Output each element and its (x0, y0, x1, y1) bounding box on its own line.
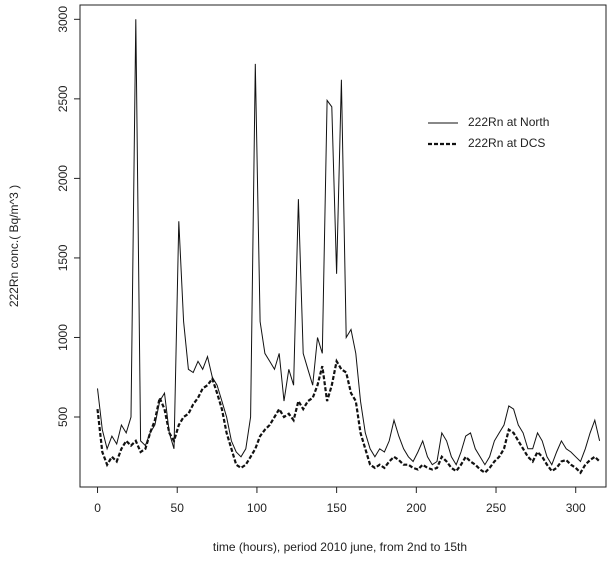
x-tick-label: 250 (486, 501, 506, 515)
x-tick-label: 200 (406, 501, 426, 515)
y-tick-label: 2000 (56, 165, 70, 192)
x-tick-label: 0 (94, 501, 101, 515)
x-tick-label: 150 (327, 501, 347, 515)
y-tick-label: 1500 (56, 244, 70, 271)
plot-frame (79, 4, 607, 488)
x-tick-label: 50 (171, 501, 185, 515)
y-tick-label: 500 (56, 407, 70, 427)
series-line (97, 19, 601, 466)
x-axis-label: time (hours), period 2010 june, from 2nd… (213, 540, 467, 554)
legend-label: 222Rn at North (468, 115, 549, 129)
y-axis-label: 222Rn conc.( Bq/m^3 ) (7, 185, 21, 307)
series-line (96, 358, 601, 475)
legend-label: 222Rn at DCS (468, 136, 545, 150)
y-tick-label: 1000 (56, 324, 70, 351)
x-tick-label: 100 (247, 501, 267, 515)
x-tick-label: 300 (566, 501, 586, 515)
y-tick-label: 3000 (56, 6, 70, 33)
y-tick-label: 2500 (56, 85, 70, 112)
